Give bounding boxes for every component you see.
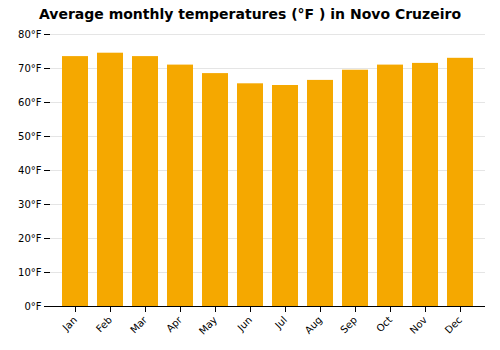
svg-text:Jan: Jan <box>60 314 79 333</box>
svg-text:May: May <box>197 314 219 336</box>
svg-text:Nov: Nov <box>408 314 430 336</box>
svg-text:30°F: 30°F <box>18 199 42 210</box>
svg-text:Oct: Oct <box>374 314 394 334</box>
svg-text:Mar: Mar <box>128 314 150 336</box>
svg-text:40°F: 40°F <box>18 165 42 176</box>
svg-text:Aug: Aug <box>303 314 325 336</box>
svg-text:Jun: Jun <box>235 314 255 334</box>
svg-text:60°F: 60°F <box>18 97 42 108</box>
svg-text:20°F: 20°F <box>18 233 42 244</box>
svg-text:Feb: Feb <box>94 314 114 334</box>
svg-text:Apr: Apr <box>164 314 185 335</box>
svg-text:70°F: 70°F <box>18 63 42 74</box>
svg-text:10°F: 10°F <box>18 267 42 278</box>
svg-text:0°F: 0°F <box>24 301 41 312</box>
html-text:Average monthly temperatures (: Average monthly temperatures (°F ) in No… <box>39 6 461 22</box>
svg-text:Dec: Dec <box>443 314 464 335</box>
svg-text:Jul: Jul <box>272 314 289 331</box>
svg-text:50°F: 50°F <box>18 131 42 142</box>
svg-text:Sep: Sep <box>338 314 359 335</box>
svg-text:80°F: 80°F <box>18 29 42 40</box>
